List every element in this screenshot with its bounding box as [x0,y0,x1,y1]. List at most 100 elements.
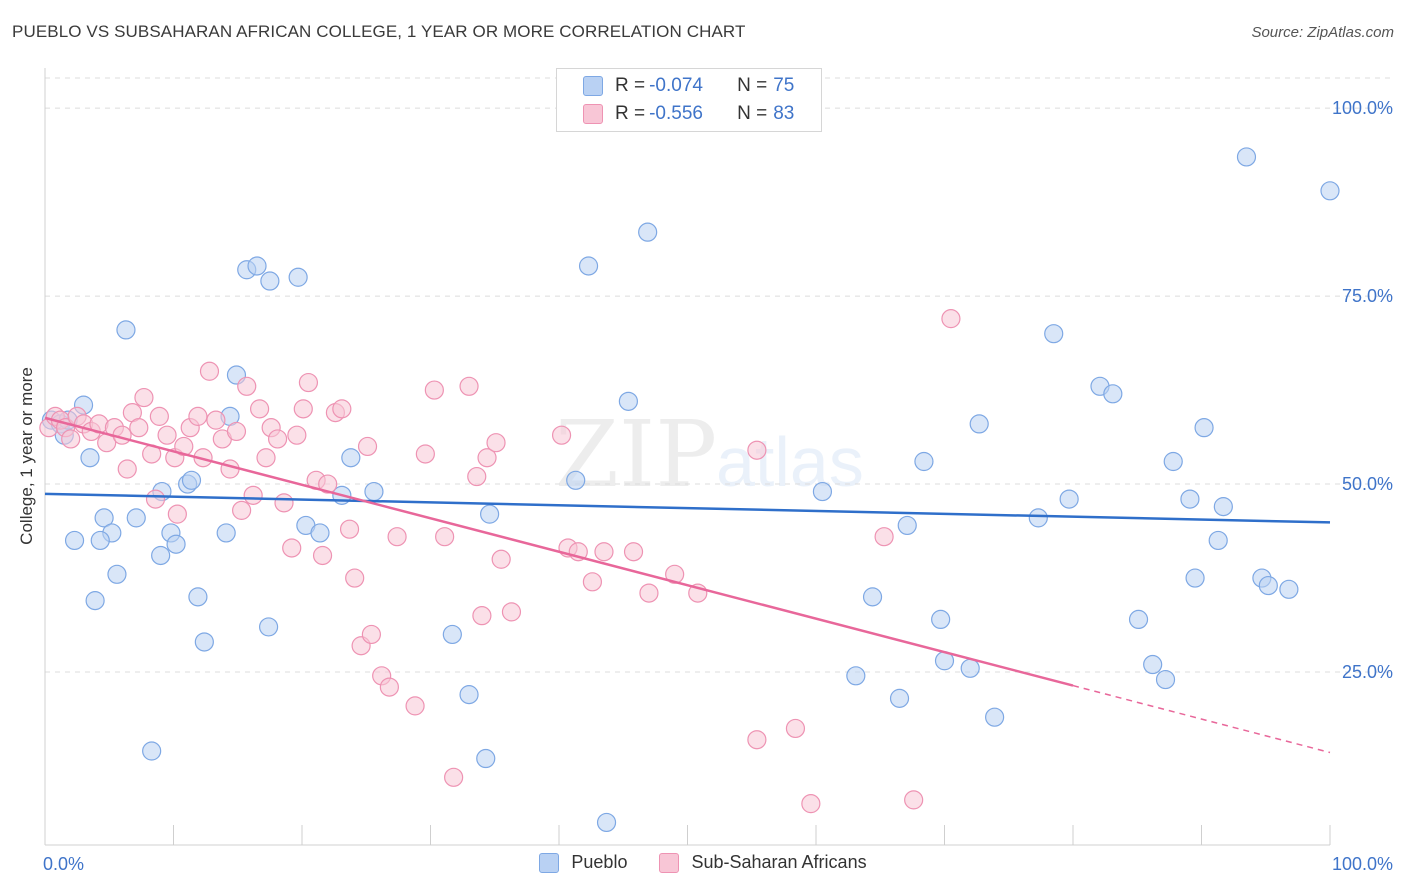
ssa-point [361,624,381,645]
watermark-atlas: atlas [716,423,864,501]
ssa-point [318,474,338,494]
pueblo-point [914,451,934,472]
pueblo-point [862,587,883,607]
watermark-zip: ZIP [555,401,717,508]
pueblo-point [1155,669,1176,690]
ssa-point [256,448,276,468]
ssa-point [472,606,492,626]
ssa-point [491,549,511,569]
ssa-point [594,542,614,562]
y-tick-label: 100.0% [1332,98,1393,118]
ssa-point [785,718,806,739]
ssa-point [357,436,378,457]
pueblo-point [1236,147,1257,167]
ssa-point [145,489,166,509]
pueblo-point [812,481,833,502]
legend-n-value: 83 [773,103,795,124]
pueblo-point [90,530,110,551]
ssa-point [249,399,270,419]
pueblo-point [188,587,208,607]
pueblo-point [1143,654,1163,675]
ssa-point [639,583,659,603]
pueblo-point [985,707,1005,727]
ssa-point [199,361,220,381]
x-tick-label: 0.0% [43,854,84,874]
ssa-point [339,519,360,539]
bottom-legend-label: Sub-Saharan Africans [691,852,867,872]
y-tick-label: 75.0% [1342,286,1393,306]
ssa-point [415,444,435,464]
bottom-swatch-ssa [659,852,680,873]
ssa-point [298,372,319,393]
pueblo-point [194,632,214,652]
pueblo-point [1279,579,1299,599]
y-tick-label: 25.0% [1342,662,1393,682]
ssa-point [747,440,767,460]
pueblo-point [618,391,638,411]
ssa-point [232,500,252,520]
pueblo-point [459,685,479,705]
pueblo-point [181,470,202,490]
pueblo-point [638,222,658,242]
pueblo-point [260,271,280,291]
ssa-point [874,527,894,547]
pueblo-point [258,617,279,637]
pueblo-point [846,666,866,686]
bottom-legend-pueblo: Pueblo [539,852,627,873]
ssa-point [477,448,497,468]
ssa-point [444,767,464,787]
ssa-points [39,309,961,814]
ssa-point [267,429,288,449]
pueblo-point [1320,181,1340,201]
ssa-point [237,376,257,396]
chart-title: PUEBLO VS SUBSAHARAN AFRICAN COLLEGE, 1 … [12,22,746,41]
ssa-point [379,677,399,697]
legend-n-label: N = [737,103,768,124]
pueblo-point [1194,418,1214,438]
ssa-point [801,794,821,814]
bottom-legend-ssa: Sub-Saharan Africans [659,852,867,873]
ssa-point [582,572,603,592]
x-tick-label: 100.0% [1332,854,1393,874]
ssa-point [747,730,767,750]
legend: R = -0.074 N = 75 R = -0.556 N = 83 [556,68,822,132]
ssa-point [941,309,961,329]
ssa-point [405,696,425,716]
ssa-trend-line [44,416,1074,687]
bottom-legend-label: Pueblo [571,852,628,872]
ssa-point [293,399,313,419]
trend-lines [44,416,1331,754]
ssa-point [149,406,169,426]
pueblo-point [1185,568,1205,588]
ssa-point [206,410,226,430]
pueblo-point [480,504,500,524]
bottom-swatch-pueblo [539,852,560,873]
ssa-point [904,790,924,810]
ssa-point [551,425,572,445]
ssa-point [345,568,365,588]
ssa-trend-extension [1072,684,1331,754]
pueblo-point [80,448,100,468]
pueblo-point [310,523,330,543]
axes [44,68,1331,846]
pueblo-point [85,591,105,611]
pueblo-point [969,414,989,434]
pueblo-point [596,812,617,833]
pueblo-point [126,508,146,528]
ssa-point [220,459,240,479]
tick-labels: 100.0% 75.0% 50.0% 25.0% 0.0% 100.0% [43,98,1393,874]
bottom-legend: Pueblo Sub-Saharan Africans [0,852,1406,873]
ssa-point [665,564,685,584]
pueblo-point [142,741,162,761]
ssa-point [623,542,644,562]
pueblo-point [288,267,308,287]
legend-swatch-pueblo [583,76,603,96]
pueblo-point [247,256,267,276]
ssa-point [117,459,137,479]
pueblo-trend-line [44,492,1331,524]
legend-row-ssa: R = -0.556 N = 83 [583,101,794,127]
ssa-point [282,538,302,558]
pueblo-point [116,320,136,340]
pueblo-point [64,530,85,551]
